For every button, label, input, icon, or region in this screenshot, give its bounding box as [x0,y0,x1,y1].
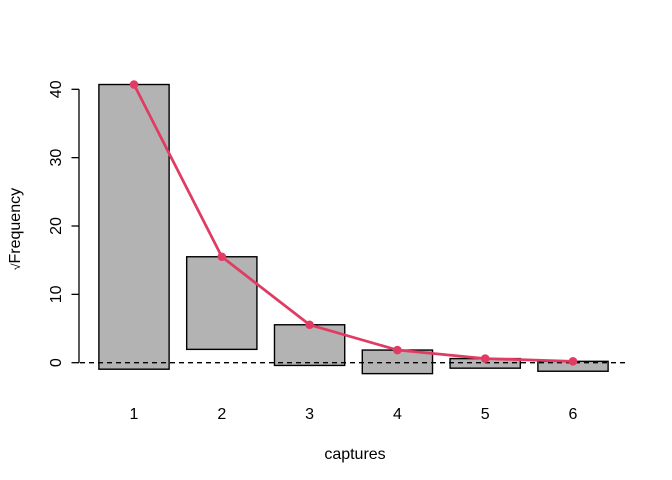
fitted-point [568,357,578,366]
fitted-point [217,252,227,262]
fitted-line-group [129,80,578,366]
x-tick-label: 6 [569,406,578,423]
y-tick-label: 0 [48,358,65,367]
fitted-point [305,320,314,330]
y-tick-label: 40 [48,80,65,98]
bar [98,83,170,370]
y-axis-group: 0 10 20 30 40 [48,80,80,367]
y-tick-label: 10 [48,285,65,303]
y-tick-label: 20 [48,217,65,235]
bar [185,256,258,351]
fitted-point [393,345,402,355]
fitted-line [132,83,575,363]
x-tick-label: 3 [305,406,314,423]
fitted-point [129,80,139,89]
x-tick-label: 1 [130,406,139,423]
sqrt-radical-glyph: √ [9,263,23,270]
x-tick-label: 2 [217,406,226,423]
y-axis-label: √Frequency [7,188,24,270]
y-axis-label-word: Frequency [7,188,24,264]
x-tick-label: 4 [393,406,402,423]
x-axis-label: captures [324,446,385,463]
bars-group [98,83,609,375]
fitted-point [480,354,490,363]
x-tick-label: 5 [481,406,490,423]
y-tick-label: 30 [48,149,65,167]
x-axis-tick-labels-group: 1 2 3 4 5 6 [130,406,578,423]
